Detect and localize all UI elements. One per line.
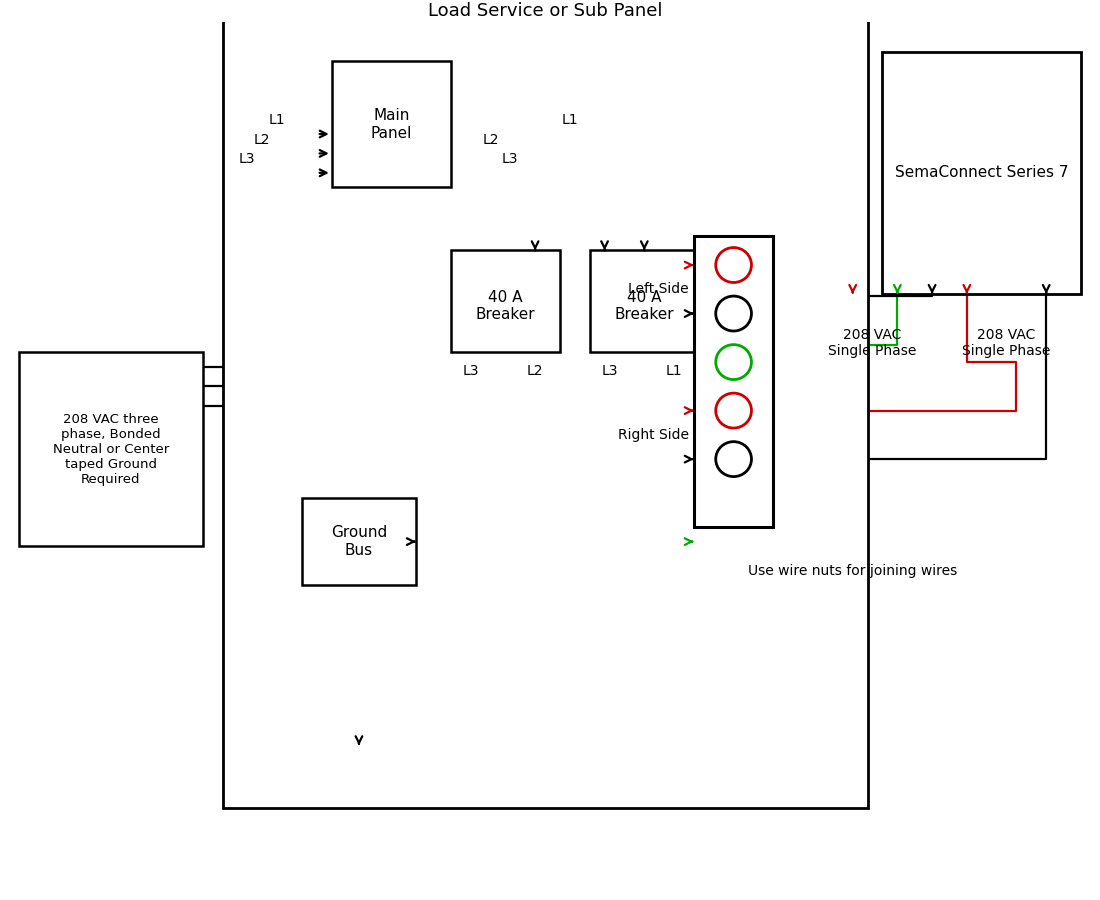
Text: SemaConnect Series 7: SemaConnect Series 7 [895, 166, 1068, 180]
Bar [694, 236, 773, 527]
Text: L3: L3 [502, 152, 518, 166]
Text: 40 A
Breaker: 40 A Breaker [615, 290, 674, 322]
Text: L1: L1 [666, 364, 682, 378]
Bar [590, 250, 698, 353]
Bar [301, 498, 416, 585]
Bar [332, 61, 451, 187]
Circle shape [716, 345, 751, 380]
Text: L1: L1 [268, 113, 285, 127]
Text: L2: L2 [254, 132, 271, 147]
Text: 208 VAC
Single Phase: 208 VAC Single Phase [962, 328, 1050, 358]
Bar [451, 250, 560, 353]
Circle shape [716, 296, 751, 331]
Circle shape [716, 248, 751, 283]
Text: Main
Panel: Main Panel [371, 108, 411, 140]
Circle shape [716, 393, 751, 428]
Text: L3: L3 [602, 364, 618, 378]
Text: Right Side: Right Side [618, 428, 689, 442]
Text: Ground
Bus: Ground Bus [331, 526, 387, 558]
Text: L3: L3 [462, 364, 478, 378]
Text: 208 VAC three
phase, Bonded
Neutral or Center
taped Ground
Required: 208 VAC three phase, Bonded Neutral or C… [53, 413, 169, 486]
Text: 40 A
Breaker: 40 A Breaker [475, 290, 536, 322]
Text: Load Service or Sub Panel: Load Service or Sub Panel [428, 2, 662, 20]
Bar [222, 0, 868, 808]
Bar [882, 51, 1081, 294]
Text: L2: L2 [482, 132, 498, 147]
Circle shape [716, 442, 751, 477]
Text: Left Side: Left Side [628, 283, 689, 296]
Text: L3: L3 [239, 152, 255, 166]
Text: Use wire nuts for joining wires: Use wire nuts for joining wires [748, 563, 957, 578]
Text: L1: L1 [561, 113, 579, 127]
Text: 208 VAC
Single Phase: 208 VAC Single Phase [828, 328, 916, 358]
Text: L2: L2 [527, 364, 543, 378]
Bar [19, 353, 202, 546]
